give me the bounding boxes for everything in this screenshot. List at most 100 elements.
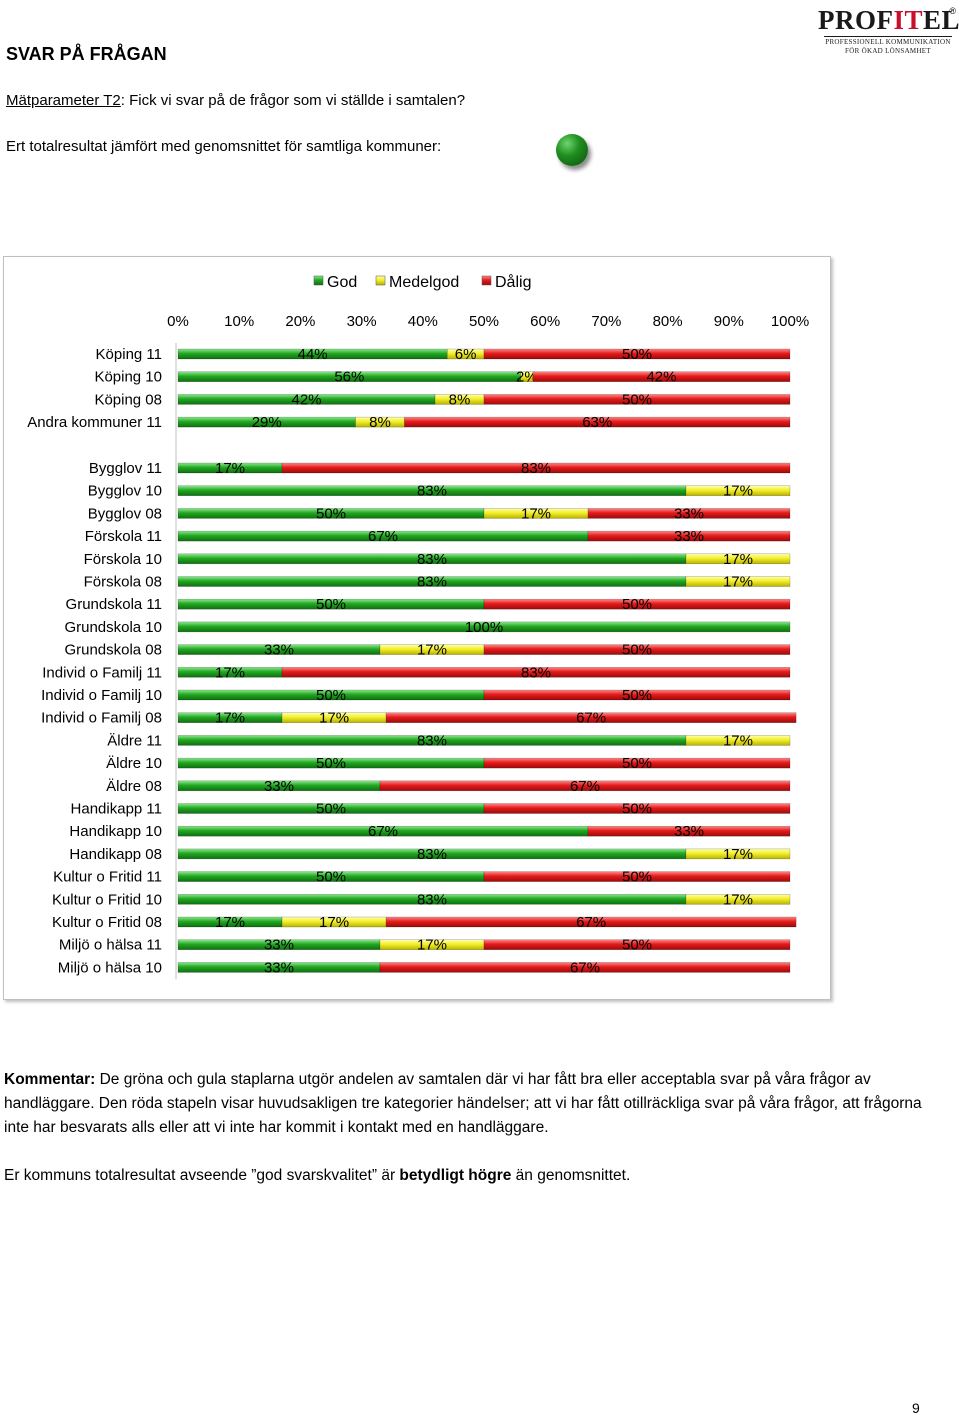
page-number: 9 — [912, 1400, 920, 1416]
bar-segment — [281, 462, 791, 474]
bar-segment — [177, 894, 687, 905]
data-label: 17% — [319, 710, 349, 727]
category-label: Miljö o hälsa 10 — [58, 959, 162, 976]
registered-mark: ® — [949, 6, 956, 16]
data-label: 56% — [334, 369, 364, 386]
data-label: 17% — [723, 551, 753, 568]
category-label: Grundskola 11 — [66, 596, 162, 613]
data-label: 33% — [674, 823, 704, 840]
bar-segment — [587, 508, 791, 519]
data-label: 33% — [264, 959, 294, 976]
legend-label-1: Medelgod — [389, 274, 459, 291]
data-label: 50% — [622, 869, 652, 886]
data-label: 17% — [215, 460, 245, 477]
summary-paragraph: Er kommuns totalresultat avseende ”god s… — [4, 1164, 940, 1188]
data-label: 17% — [521, 505, 551, 522]
data-label: 17% — [723, 732, 753, 749]
data-label: 17% — [319, 914, 349, 931]
x-tick-label-6: 60% — [530, 313, 560, 330]
x-tick-label-9: 90% — [714, 313, 744, 330]
category-label: Bygglov 10 — [88, 483, 162, 500]
legend-label-2: Dålig — [495, 273, 531, 291]
data-label: 67% — [576, 710, 606, 727]
x-tick-label-2: 20% — [285, 313, 315, 330]
category-label: Andra kommuner 11 — [27, 414, 162, 431]
data-label: 83% — [417, 732, 447, 749]
data-label: 50% — [316, 596, 346, 613]
page-title: SVAR PÅ FRÅGAN — [6, 44, 167, 64]
metric-line: Mätparameter T2: Fick vi svar på de fråg… — [6, 92, 465, 109]
data-label: 100% — [465, 619, 503, 636]
bar-segment — [685, 485, 791, 496]
category-label: Äldre 10 — [106, 755, 162, 772]
category-label: Äldre 11 — [107, 732, 162, 749]
bar-segment — [177, 621, 791, 633]
data-label: 83% — [417, 574, 447, 591]
x-tick-label-10: 100% — [771, 313, 809, 330]
x-tick-label-7: 70% — [591, 313, 621, 330]
category-label: Grundskola 10 — [64, 619, 162, 636]
data-label: 50% — [316, 687, 346, 704]
category-label: Köping 08 — [94, 391, 162, 408]
data-label: 6% — [455, 346, 477, 363]
data-label: 83% — [417, 551, 447, 568]
comment-text: De gröna och gula staplarna utgör andele… — [4, 1071, 922, 1136]
category-label: Individ o Familj 08 — [41, 710, 162, 727]
data-label: 8% — [369, 414, 391, 431]
bar-segment — [685, 576, 791, 587]
category-label: Grundskola 08 — [64, 642, 162, 659]
chart-area: God Medelgod Dålig 0% 10% 20% 30% 40% 50% 60% 70% 8… — [3, 256, 831, 1000]
bar-segment — [483, 871, 791, 882]
bar-segment — [483, 598, 791, 610]
data-label: 50% — [622, 596, 652, 613]
category-label: Kultur o Fritid 08 — [52, 914, 162, 931]
data-label: 63% — [582, 414, 612, 431]
data-label: 50% — [622, 937, 652, 954]
bar-segment — [483, 348, 791, 360]
category-label: Förskola 10 — [84, 551, 162, 568]
x-tick-label-5: 50% — [469, 313, 499, 330]
total-result-line: Ert totalresultat jämfört med genomsnitt… — [6, 138, 442, 155]
bar-segment — [177, 848, 687, 860]
bar-segment — [685, 848, 791, 860]
data-label: 44% — [298, 346, 328, 363]
data-label: 83% — [521, 664, 551, 681]
data-label: 83% — [521, 460, 551, 477]
data-label: 50% — [622, 687, 652, 704]
bar-segment — [177, 576, 687, 587]
data-label: 29% — [252, 414, 282, 431]
bar-segment — [177, 416, 356, 428]
data-label: 50% — [316, 801, 346, 818]
data-label: 50% — [622, 801, 652, 818]
bar-segment — [520, 371, 534, 382]
data-label: 42% — [646, 369, 676, 386]
profitel-logo: ® PROFITEL PROFESSIONELL KOMMUNIKATION F… — [818, 4, 960, 56]
x-tick-label-4: 40% — [408, 313, 438, 330]
bar-segment — [483, 644, 791, 655]
logo-tagline-2: FÖR ÖKAD LÖNSAMHET — [845, 47, 931, 55]
data-label: 17% — [723, 891, 753, 908]
data-label: 17% — [723, 574, 753, 591]
bar-segment — [177, 485, 687, 496]
data-label: 50% — [316, 755, 346, 772]
status-ball-icon — [556, 134, 588, 166]
summary-before: Er kommuns totalresultat avseende ”god s… — [4, 1167, 400, 1184]
bar-segment — [685, 735, 791, 746]
stacked-bar-chart: God Medelgod Dålig 0% 10% 20% 30% 40% 50% 60% 70% 8… — [27, 273, 809, 980]
data-label: 17% — [723, 483, 753, 500]
data-label: 33% — [264, 937, 294, 954]
bar-segment — [379, 962, 791, 973]
data-label: 67% — [368, 528, 398, 545]
data-label: 50% — [622, 346, 652, 363]
bar-segment — [177, 553, 687, 565]
bar-segment — [685, 553, 791, 565]
data-label: 50% — [622, 642, 652, 659]
comment-label: Kommentar: — [4, 1071, 96, 1088]
bar-segment — [379, 780, 791, 792]
data-label: 83% — [417, 846, 447, 863]
bar-segment — [483, 757, 791, 769]
category-label: Handikapp 10 — [69, 823, 162, 840]
bar-segment — [483, 803, 791, 814]
category-label: Förskola 11 — [85, 528, 162, 545]
legend-swatch-1 — [375, 275, 386, 286]
